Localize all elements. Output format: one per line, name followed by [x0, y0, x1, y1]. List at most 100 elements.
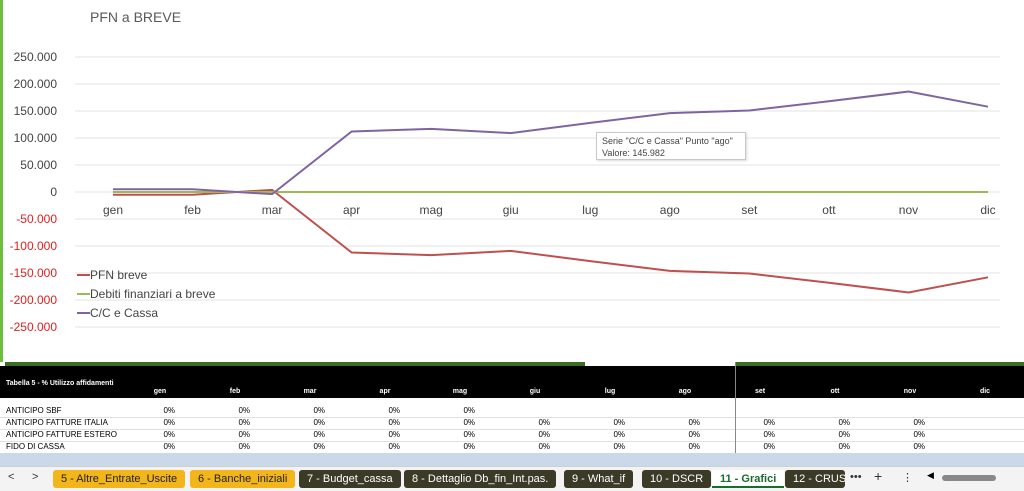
table-cell[interactable]: 0% — [763, 418, 775, 427]
scrollbar-thumb[interactable] — [942, 475, 996, 481]
table-cell[interactable]: 0% — [463, 406, 475, 415]
tooltip-series: Serie "C/C e Cassa" Punto "ago" — [602, 136, 733, 146]
row-label: ANTICIPO SBF — [6, 406, 62, 415]
x-tick-label: nov — [899, 203, 918, 217]
chart-area[interactable]: PFN a BREVE 250.000 200.000 150.000 100.000… — [0, 0, 1024, 362]
add-sheet-button[interactable]: + — [874, 468, 883, 484]
tab-prev-button[interactable]: < — [8, 471, 15, 483]
table-cell[interactable]: 0% — [913, 430, 925, 439]
table-row[interactable]: ANTICIPO FATTURE ESTERO 0% 0% 0% 0% 0% 0% 0% 0% 0… — [0, 429, 1024, 442]
table-row[interactable]: ANTICIPO FATTURE ITALIA 0% 0% 0% 0% 0% 0% 0% 0% 0… — [0, 417, 1024, 430]
table-month-header: dic — [979, 388, 991, 395]
sheet-tab[interactable]: 7 - Budget_cassa — [299, 470, 401, 488]
y-tick-label: 0 — [50, 185, 57, 199]
table-cell[interactable]: 0% — [613, 430, 625, 439]
table-month-header: mar — [303, 388, 317, 395]
y-tick-label: -250.000 — [10, 320, 58, 334]
table-month-header: feb — [229, 388, 241, 395]
table-cell[interactable]: 0% — [388, 442, 400, 451]
row-label: ANTICIPO FATTURE ITALIA — [6, 418, 108, 427]
table-cell[interactable]: 0% — [313, 418, 325, 427]
y-tick-label: -150.000 — [10, 266, 58, 280]
table-cell[interactable]: 0% — [313, 406, 325, 415]
table-month-header: ott — [830, 388, 840, 395]
table-cell[interactable]: 0% — [688, 418, 700, 427]
chart-title: PFN a BREVE — [90, 9, 181, 25]
column-separator — [735, 362, 736, 454]
table-row[interactable]: ANTICIPO SBF 0% 0% 0% 0% 0% — [0, 405, 1024, 418]
table-cell[interactable]: 0% — [763, 442, 775, 451]
left-accent-bar — [0, 0, 3, 362]
legend-label: PFN breve — [90, 268, 148, 282]
table-cell[interactable]: 0% — [463, 442, 475, 451]
table-header: Tabella 5 - % Utilizzo affidamenti gen fe… — [0, 366, 1024, 398]
table-cell[interactable]: 0% — [238, 418, 250, 427]
table-cell[interactable]: 0% — [538, 442, 550, 451]
table-cell[interactable]: 0% — [688, 430, 700, 439]
sheet-tab[interactable]: 12 - CRUS — [785, 470, 845, 488]
table-cell[interactable]: 0% — [613, 418, 625, 427]
y-tick-label: 100.000 — [14, 131, 58, 145]
table-cell[interactable]: 0% — [163, 406, 175, 415]
sheet-menu-button[interactable]: ⋮ — [902, 472, 913, 484]
chart-tooltip: Serie "C/C e Cassa" Punto "ago" Valore: … — [596, 132, 746, 160]
table-cell[interactable]: 0% — [763, 430, 775, 439]
x-tick-label: mag — [420, 203, 443, 217]
table-cell[interactable]: 0% — [238, 406, 250, 415]
sheet-tab[interactable]: 6 - Banche_iniziali — [190, 470, 296, 488]
table-cell[interactable]: 0% — [913, 442, 925, 451]
table-cell[interactable]: 0% — [313, 442, 325, 451]
legend-label: C/C e Cassa — [90, 306, 158, 320]
selected-row-band — [0, 453, 1024, 466]
sheet-tab-bar: < > 5 - Altre_Entrate_Uscite 6 - Banche_i… — [0, 466, 1024, 491]
table-cell[interactable]: 0% — [688, 442, 700, 451]
table-cell[interactable]: 0% — [838, 418, 850, 427]
horizontal-scrollbar[interactable]: ◀ — [927, 470, 1018, 483]
sheet-tab[interactable]: 10 - DSCR — [642, 470, 712, 488]
sheet-tab[interactable]: 9 - What_if — [564, 470, 634, 488]
table-cell[interactable]: 0% — [838, 430, 850, 439]
sheet-tab[interactable]: 5 - Altre_Entrate_Uscite — [53, 470, 186, 488]
table-cell[interactable]: 0% — [238, 430, 250, 439]
sheet-tab[interactable]: 8 - Dettaglio Db_fin_Int.pas. — [404, 470, 557, 488]
scroll-left-icon[interactable]: ◀ — [927, 470, 934, 480]
table-cell[interactable]: 0% — [613, 442, 625, 451]
x-tick-label: feb — [184, 203, 201, 217]
table-cell[interactable]: 0% — [388, 406, 400, 415]
tab-more-button[interactable]: ••• — [850, 471, 862, 483]
table-cell[interactable]: 0% — [913, 418, 925, 427]
table-cell[interactable]: 0% — [163, 430, 175, 439]
header-green-rule — [735, 362, 1024, 366]
tooltip-value: Valore: 145.982 — [602, 148, 665, 158]
table-title: Tabella 5 - % Utilizzo affidamenti — [6, 380, 114, 387]
table-cell[interactable]: 0% — [463, 418, 475, 427]
table-month-header: mag — [452, 388, 468, 395]
table-cell[interactable]: 0% — [163, 418, 175, 427]
table-area: Tabella 5 - % Utilizzo affidamenti gen fe… — [0, 362, 1024, 466]
table-cell[interactable]: 0% — [838, 442, 850, 451]
x-tick-label: dic — [980, 203, 995, 217]
row-label: FIDO DI CASSA — [6, 442, 65, 451]
table-cell[interactable]: 0% — [313, 430, 325, 439]
table-cell[interactable]: 0% — [538, 418, 550, 427]
legend-label: Debiti finanziari a breve — [90, 287, 216, 301]
series-line — [113, 188, 989, 294]
table-month-header: apr — [379, 388, 391, 395]
x-tick-label: gen — [103, 203, 123, 217]
y-tick-label: 150.000 — [14, 104, 58, 118]
table-cell[interactable]: 0% — [388, 430, 400, 439]
line-chart[interactable]: PFN a BREVE 250.000 200.000 150.000 100.000… — [0, 0, 1024, 362]
table-cell[interactable]: 0% — [238, 442, 250, 451]
tab-next-button[interactable]: > — [32, 471, 39, 483]
table-cell[interactable]: 0% — [163, 442, 175, 451]
x-tick-label: ago — [660, 203, 680, 217]
row-label: ANTICIPO FATTURE ESTERO — [6, 430, 117, 439]
y-tick-label: 200.000 — [14, 77, 58, 91]
y-tick-label: -100.000 — [10, 239, 58, 253]
table-cell[interactable]: 0% — [538, 430, 550, 439]
table-cell[interactable]: 0% — [463, 430, 475, 439]
series-line — [113, 90, 989, 196]
y-tick-label: 250.000 — [14, 50, 58, 64]
sheet-tab[interactable]: 11 - Grafici — [712, 470, 785, 488]
table-cell[interactable]: 0% — [388, 418, 400, 427]
